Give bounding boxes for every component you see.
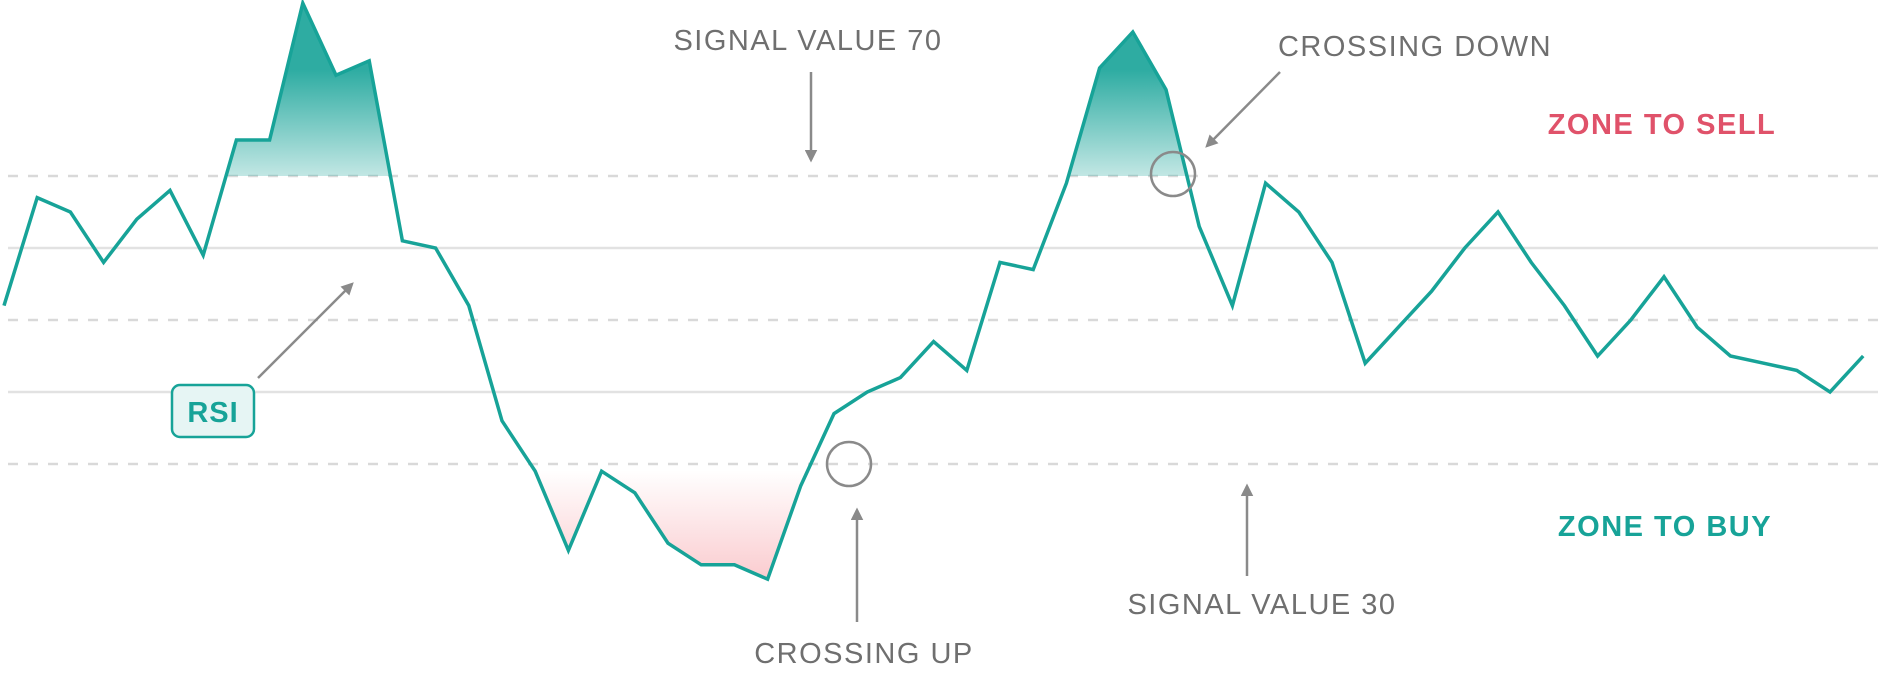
- signal-30-label: SIGNAL VALUE 30: [1127, 589, 1396, 621]
- crossing-down-arrow: [1205, 71, 1281, 148]
- crossing-up-label: CROSSING UP: [754, 638, 974, 670]
- annotations: SIGNAL VALUE 70 CROSSING DOWN ZONE TO SE…: [170, 25, 1777, 670]
- signal-70-label: SIGNAL VALUE 70: [673, 25, 942, 57]
- rsi-badge: [170, 383, 256, 439]
- zone-to-sell-label: ZONE TO SELL: [1548, 109, 1777, 141]
- series-layer: [2, 0, 1865, 582]
- rsi-badge-label: RSI: [187, 397, 238, 429]
- crossing-down-label: CROSSING DOWN: [1278, 31, 1552, 63]
- zone-to-buy-label: ZONE TO BUY: [1558, 511, 1772, 543]
- crossing-down-marker: [1149, 150, 1197, 198]
- crossing-up-marker: [825, 440, 873, 488]
- rsi-series-line: [2, 0, 1865, 582]
- grid-lines: [8, 174, 1878, 466]
- rsi-arrow: [257, 282, 354, 379]
